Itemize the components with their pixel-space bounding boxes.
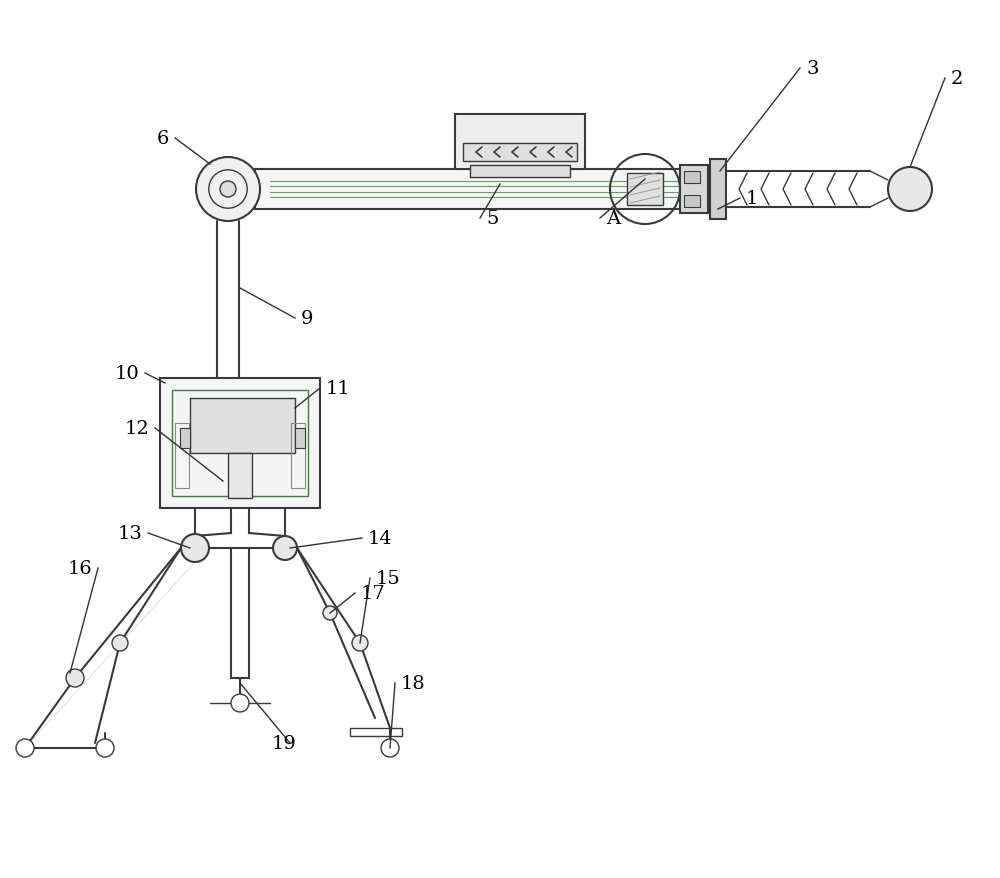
Bar bbox=[291, 423, 305, 488]
Circle shape bbox=[888, 168, 932, 212]
Text: 3: 3 bbox=[806, 60, 818, 78]
Text: 2: 2 bbox=[951, 70, 963, 88]
Circle shape bbox=[96, 739, 114, 757]
Bar bbox=[172, 391, 308, 496]
Text: 1: 1 bbox=[746, 190, 758, 208]
Circle shape bbox=[112, 636, 128, 651]
Text: 19: 19 bbox=[272, 734, 296, 752]
Bar bbox=[463, 144, 577, 162]
Bar bbox=[190, 399, 295, 453]
Text: 16: 16 bbox=[67, 559, 92, 578]
Circle shape bbox=[220, 182, 236, 198]
Text: 10: 10 bbox=[114, 364, 139, 383]
Bar bbox=[684, 196, 700, 208]
Text: 6: 6 bbox=[157, 130, 169, 148]
Text: 12: 12 bbox=[124, 420, 149, 437]
Text: 17: 17 bbox=[361, 585, 386, 602]
Circle shape bbox=[196, 158, 260, 222]
Text: 11: 11 bbox=[326, 379, 351, 398]
Bar bbox=[350, 728, 402, 736]
Text: A: A bbox=[606, 210, 620, 227]
Circle shape bbox=[66, 669, 84, 687]
Circle shape bbox=[273, 536, 297, 560]
Text: 15: 15 bbox=[376, 569, 401, 587]
Text: 9: 9 bbox=[301, 310, 314, 327]
Circle shape bbox=[323, 607, 337, 620]
Bar bbox=[627, 174, 663, 205]
Bar bbox=[455, 115, 585, 169]
Bar bbox=[160, 378, 320, 508]
Text: 13: 13 bbox=[117, 524, 142, 543]
Bar bbox=[710, 160, 726, 220]
Circle shape bbox=[352, 636, 368, 651]
Circle shape bbox=[16, 739, 34, 757]
Bar bbox=[255, 169, 700, 210]
Bar bbox=[180, 428, 190, 449]
Bar bbox=[680, 166, 708, 213]
Circle shape bbox=[231, 694, 249, 712]
Bar bbox=[684, 172, 700, 184]
Bar bbox=[470, 166, 570, 178]
Circle shape bbox=[381, 739, 399, 757]
Text: 14: 14 bbox=[368, 529, 393, 547]
Text: 5: 5 bbox=[486, 210, 498, 227]
Text: 18: 18 bbox=[401, 674, 426, 692]
Bar bbox=[175, 423, 189, 488]
Circle shape bbox=[181, 535, 209, 563]
Bar bbox=[228, 453, 252, 499]
Bar bbox=[295, 428, 305, 449]
